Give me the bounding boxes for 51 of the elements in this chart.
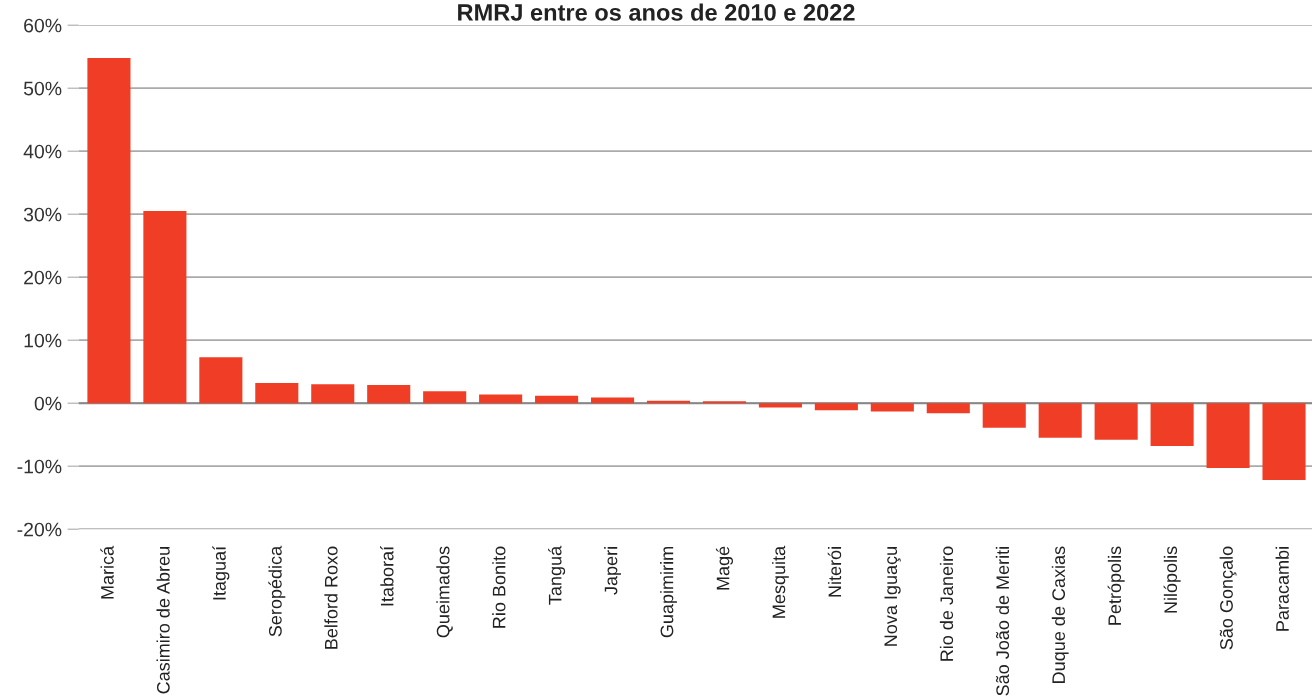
bar xyxy=(1262,403,1306,481)
x-tick-label: Magé xyxy=(715,546,733,590)
x-tick-label: Itaguaí xyxy=(212,545,230,600)
x-tick-label: Casimiro de Abreu xyxy=(156,547,170,694)
x-tick-label: Maricá xyxy=(100,545,114,599)
bar xyxy=(535,395,579,404)
bar xyxy=(870,403,914,412)
bar xyxy=(255,383,299,404)
x-tick-label: Seropédica xyxy=(268,545,286,637)
x-tick-label: Nova Iguaçu xyxy=(884,547,901,646)
x-tick-label: Rio Bonito xyxy=(492,546,506,628)
chart-title: RMRJ entre os anos de 2010 e 2022 xyxy=(458,3,855,21)
bar xyxy=(1094,403,1138,440)
x-tick-label: Niterói xyxy=(827,547,842,597)
bar xyxy=(143,211,187,404)
x-tick-label: Guapimirim xyxy=(660,547,677,638)
x-tick-label: Duque de Caxias xyxy=(1051,546,1069,683)
x-tick-label: Queimados xyxy=(436,546,453,638)
y-tick-label: 30% xyxy=(23,207,62,222)
bar xyxy=(1206,403,1250,469)
bar xyxy=(758,403,802,408)
x-tick-label: Japeri xyxy=(604,547,621,595)
bar xyxy=(367,384,411,404)
x-tick-label: São Gonçalo xyxy=(1219,546,1237,650)
bar xyxy=(1150,403,1194,447)
x-tick-label: Rio de Janeiro xyxy=(939,546,954,661)
bar xyxy=(199,357,243,404)
y-tick-label: 50% xyxy=(23,81,62,96)
x-tick-label: Tanguá xyxy=(548,545,566,605)
x-tick-label: Petrópolis xyxy=(1107,546,1125,625)
bar xyxy=(479,394,523,404)
bar xyxy=(87,57,131,404)
bar xyxy=(311,384,355,404)
y-tick-label: -20% xyxy=(17,522,62,537)
bar xyxy=(926,403,970,414)
x-tick-label: Paracambi xyxy=(1275,547,1289,631)
x-tick-label: Belford Roxo xyxy=(324,546,338,649)
y-tick-label: 20% xyxy=(24,270,62,285)
y-tick-label: 40% xyxy=(23,144,62,159)
y-tick-label: 10% xyxy=(24,333,62,348)
x-tick-label: Mesquita xyxy=(772,545,789,618)
bar xyxy=(423,391,467,404)
bar xyxy=(814,403,858,411)
y-tick-label: 0% xyxy=(34,396,62,411)
y-tick-label: 60% xyxy=(24,18,62,33)
x-tick-label: Nilópolis xyxy=(1163,546,1181,613)
bar xyxy=(982,403,1026,428)
y-tick-label: -10% xyxy=(17,459,62,474)
x-tick-label: São João de Meriti xyxy=(995,547,1010,696)
x-tick-label: Itaboraí xyxy=(380,545,394,606)
bar xyxy=(1038,403,1082,438)
